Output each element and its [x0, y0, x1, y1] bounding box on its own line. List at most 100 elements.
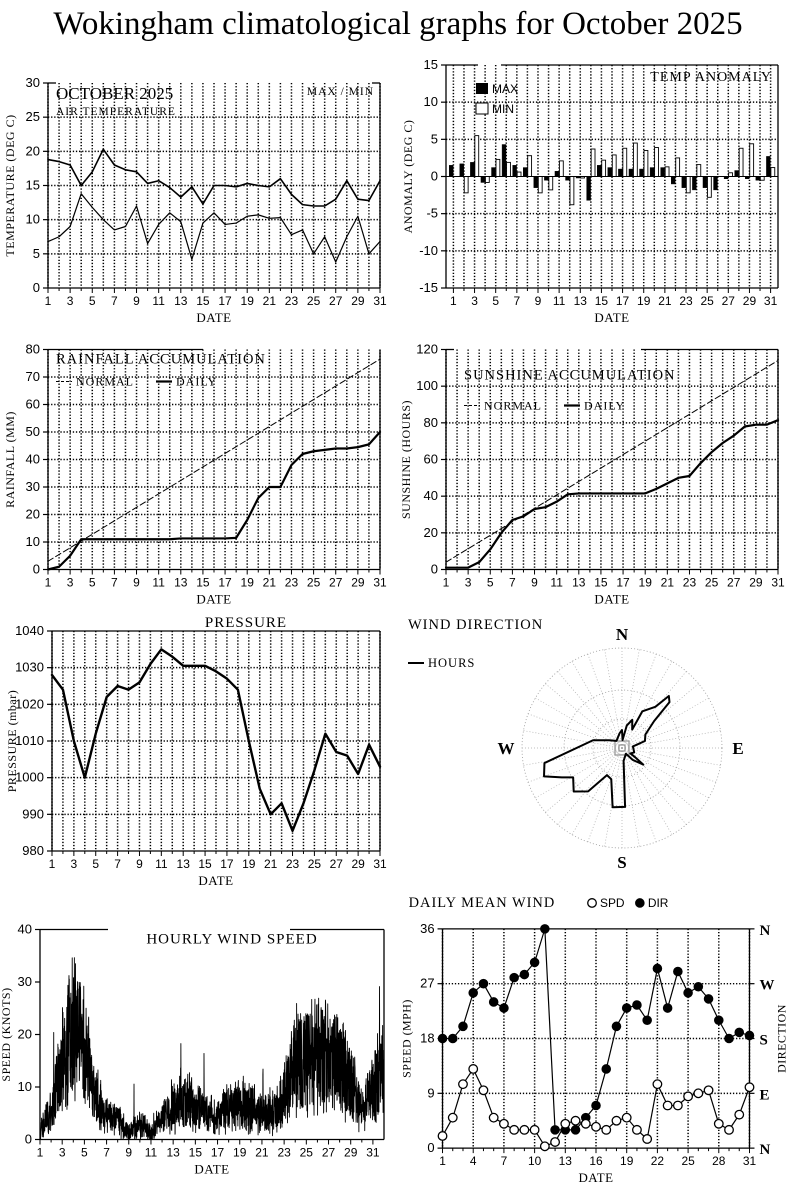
svg-text:5: 5: [89, 294, 96, 308]
svg-text:980: 980: [22, 843, 44, 858]
svg-text:20: 20: [26, 143, 40, 158]
svg-text:23: 23: [277, 1146, 291, 1160]
svg-text:7: 7: [111, 294, 118, 308]
svg-text:1030: 1030: [15, 660, 44, 675]
svg-text:9: 9: [535, 294, 542, 308]
svg-text:50: 50: [26, 424, 40, 439]
svg-text:10: 10: [18, 1079, 32, 1094]
svg-text:5: 5: [33, 246, 40, 261]
svg-text:19: 19: [233, 1146, 247, 1160]
svg-text:31: 31: [366, 1146, 380, 1160]
svg-text:3: 3: [67, 576, 74, 590]
svg-text:NORMAL: NORMAL: [484, 399, 542, 413]
svg-text:7: 7: [509, 576, 516, 590]
svg-text:25: 25: [681, 1154, 695, 1168]
svg-text:40: 40: [424, 488, 438, 503]
svg-text:11: 11: [145, 1146, 158, 1160]
svg-text:18: 18: [420, 1030, 434, 1045]
svg-text:WIND DIRECTION: WIND DIRECTION: [408, 617, 543, 633]
svg-text:0: 0: [431, 562, 438, 577]
svg-text:W: W: [498, 739, 515, 758]
svg-text:31: 31: [373, 857, 387, 871]
svg-text:5: 5: [492, 294, 499, 308]
svg-text:21: 21: [263, 294, 277, 308]
svg-text:21: 21: [658, 294, 672, 308]
svg-text:7: 7: [114, 857, 121, 871]
svg-text:SUNSHINE (HOURS): SUNSHINE (HOURS): [399, 400, 413, 519]
svg-text:13: 13: [574, 294, 588, 308]
svg-text:19: 19: [639, 576, 653, 590]
svg-text:NORMAL: NORMAL: [76, 375, 134, 389]
svg-text:9: 9: [125, 1146, 132, 1160]
svg-text:9: 9: [531, 576, 538, 590]
svg-text:40: 40: [18, 922, 32, 937]
svg-text:27: 27: [322, 1146, 336, 1160]
svg-text:19: 19: [637, 294, 651, 308]
svg-text:3: 3: [465, 576, 472, 590]
svg-text:29: 29: [351, 857, 365, 871]
svg-text:28: 28: [712, 1154, 726, 1168]
svg-text:25: 25: [308, 857, 322, 871]
svg-text:19: 19: [241, 576, 255, 590]
svg-text:0: 0: [431, 169, 438, 184]
svg-text:31: 31: [764, 294, 778, 308]
svg-text:5: 5: [89, 576, 96, 590]
svg-text:27: 27: [722, 294, 736, 308]
svg-text:100: 100: [416, 378, 438, 393]
svg-text:TEMP ANOMALY: TEMP ANOMALY: [650, 70, 772, 85]
svg-text:DATE: DATE: [594, 592, 629, 607]
svg-text:60: 60: [424, 452, 438, 467]
svg-text:80: 80: [424, 415, 438, 430]
svg-text:15: 15: [196, 294, 210, 308]
svg-text:11: 11: [155, 857, 168, 871]
svg-text:S: S: [759, 1032, 767, 1048]
svg-text:80: 80: [26, 342, 40, 357]
svg-text:13: 13: [174, 294, 188, 308]
svg-text:W: W: [759, 978, 774, 994]
svg-text:20: 20: [18, 1027, 32, 1042]
svg-text:5: 5: [431, 131, 438, 146]
svg-text:31: 31: [743, 1154, 757, 1168]
svg-text:21: 21: [264, 857, 278, 871]
svg-text:10: 10: [528, 1154, 542, 1168]
svg-text:1000: 1000: [15, 770, 44, 785]
svg-text:27: 27: [727, 576, 741, 590]
svg-text:15: 15: [198, 857, 212, 871]
svg-text:15: 15: [26, 178, 40, 193]
svg-text:11: 11: [152, 294, 165, 308]
svg-text:25: 25: [300, 1146, 314, 1160]
svg-text:SPEED (MPH): SPEED (MPH): [400, 999, 414, 1078]
svg-text:13: 13: [166, 1146, 180, 1160]
svg-text:E: E: [732, 739, 743, 758]
svg-text:1: 1: [45, 576, 52, 590]
svg-text:27: 27: [329, 294, 343, 308]
svg-text:4: 4: [470, 1154, 477, 1168]
svg-text:60: 60: [26, 397, 40, 412]
svg-text:5: 5: [81, 1146, 88, 1160]
svg-text:3: 3: [471, 294, 478, 308]
svg-text:30: 30: [18, 974, 32, 989]
svg-text:-5: -5: [426, 206, 438, 221]
svg-text:15: 15: [594, 576, 608, 590]
svg-text:7: 7: [111, 576, 118, 590]
svg-text:0: 0: [33, 280, 40, 295]
svg-text:20: 20: [424, 525, 438, 540]
svg-text:7: 7: [501, 1154, 508, 1168]
svg-text:23: 23: [285, 294, 299, 308]
svg-text:29: 29: [351, 294, 365, 308]
svg-text:17: 17: [218, 576, 232, 590]
svg-text:SPD: SPD: [600, 896, 625, 910]
svg-text:RAINFALL (MM): RAINFALL (MM): [3, 411, 17, 508]
svg-text:29: 29: [344, 1146, 358, 1160]
svg-text:23: 23: [286, 857, 300, 871]
svg-text:E: E: [759, 1087, 769, 1103]
svg-text:13: 13: [559, 1154, 573, 1168]
svg-text:MAX: MAX: [492, 82, 518, 96]
svg-text:29: 29: [351, 576, 365, 590]
svg-text:1: 1: [49, 857, 56, 871]
svg-text:23: 23: [683, 576, 697, 590]
svg-text:13: 13: [174, 576, 188, 590]
svg-text:11: 11: [550, 576, 563, 590]
svg-text:1: 1: [439, 1154, 446, 1168]
svg-text:40: 40: [26, 452, 40, 467]
